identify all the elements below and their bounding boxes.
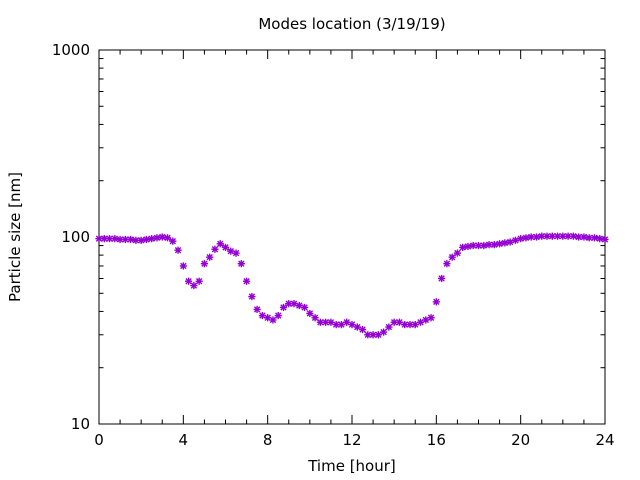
data-point <box>248 293 256 301</box>
data-point <box>438 274 446 283</box>
data-point <box>142 235 151 244</box>
y-tick-label: 1000 <box>52 41 90 59</box>
data-point <box>490 241 498 249</box>
data-point <box>601 235 609 244</box>
y-tick-label: 10 <box>71 415 90 433</box>
data-point <box>153 234 161 242</box>
data-point <box>495 240 504 248</box>
data-point <box>564 232 572 240</box>
data-point <box>538 232 546 240</box>
data-point <box>432 298 440 306</box>
data-point <box>169 237 177 245</box>
y-tick-labels: 10 100 1000 <box>52 41 90 433</box>
x-tick-label: 8 <box>263 431 273 449</box>
data-point <box>242 277 251 285</box>
x-tick-label: 20 <box>511 431 530 449</box>
data-point <box>274 311 282 320</box>
data-point <box>575 233 583 241</box>
data-point <box>427 314 435 322</box>
chart-title: Modes location (3/19/19) <box>258 15 445 33</box>
x-tick-label: 12 <box>342 431 361 449</box>
data-point <box>380 328 388 336</box>
y-tick-label: 100 <box>61 228 90 246</box>
data-point <box>464 242 472 251</box>
data-point <box>179 262 187 270</box>
data-point <box>100 235 108 243</box>
data-point <box>190 281 198 290</box>
data-point <box>306 309 314 318</box>
data-point <box>95 235 103 243</box>
x-tick-label: 24 <box>595 431 614 449</box>
data-point <box>311 314 319 322</box>
data-point <box>163 234 172 242</box>
data-point <box>569 232 577 240</box>
data-point <box>453 249 462 257</box>
data-series <box>95 232 609 339</box>
data-point <box>300 303 309 312</box>
data-point <box>253 305 261 314</box>
data-point <box>543 232 551 240</box>
data-point <box>506 238 514 246</box>
x-tick-label: 16 <box>427 431 446 449</box>
data-point <box>532 233 541 241</box>
data-point <box>406 321 414 329</box>
data-point <box>111 235 119 243</box>
data-point <box>221 243 230 251</box>
data-point <box>385 323 393 331</box>
data-point <box>158 233 166 241</box>
data-point <box>279 303 288 312</box>
data-point <box>517 235 525 243</box>
data-point <box>216 240 224 248</box>
data-point <box>316 318 324 326</box>
data-point <box>511 236 519 244</box>
data-point <box>553 232 562 240</box>
x-tick-label: 0 <box>94 431 104 449</box>
data-point <box>200 260 209 268</box>
data-point <box>206 253 214 261</box>
data-point <box>527 233 535 241</box>
data-point <box>474 241 483 250</box>
data-point <box>501 239 509 247</box>
axis-ticks <box>98 49 606 425</box>
data-point <box>137 236 145 244</box>
data-point <box>211 245 219 253</box>
data-point <box>232 249 240 257</box>
data-point <box>237 260 245 268</box>
data-point <box>195 277 203 285</box>
data-point <box>374 331 382 339</box>
data-point <box>459 243 467 251</box>
data-point <box>174 246 182 254</box>
x-axis-label: Time [hour] <box>307 457 396 475</box>
data-point <box>480 241 488 250</box>
data-point <box>596 235 604 243</box>
x-tick-label: 4 <box>179 431 189 449</box>
data-point <box>580 233 588 241</box>
data-point <box>585 234 593 242</box>
data-point <box>127 235 135 244</box>
data-point <box>358 325 367 334</box>
y-axis-label: Particle size [nm] <box>6 172 24 302</box>
data-point <box>148 235 156 243</box>
data-point <box>448 253 456 261</box>
data-point <box>185 277 193 285</box>
data-point <box>443 260 451 268</box>
data-point <box>590 234 599 242</box>
data-point <box>269 316 277 324</box>
data-point <box>522 234 530 242</box>
x-tick-labels: 0 4 8 12 16 20 24 <box>94 431 614 449</box>
data-point <box>469 241 477 250</box>
